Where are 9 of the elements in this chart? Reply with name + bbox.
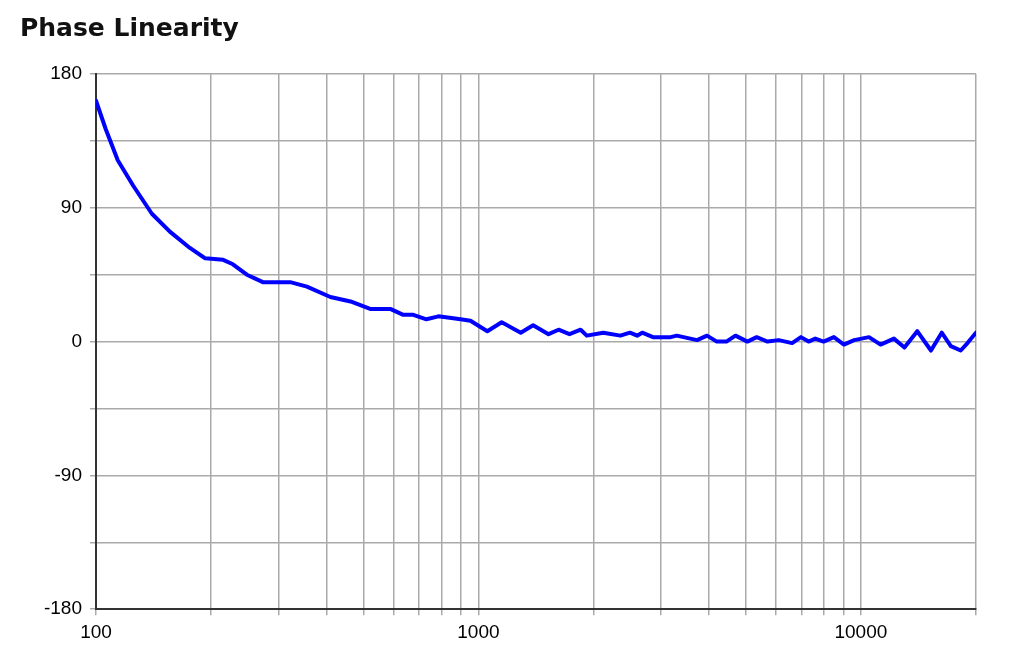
x-tick-label: 100 <box>80 620 112 642</box>
y-tick-label: 0 <box>71 329 82 351</box>
y-tick-label: -90 <box>54 463 82 485</box>
y-tick-label: -180 <box>43 597 82 619</box>
y-tick-label: 90 <box>60 196 82 218</box>
x-tick-label: 10000 <box>834 620 888 642</box>
x-tick-label: 1000 <box>457 620 500 642</box>
y-tick-label: 180 <box>50 62 82 84</box>
chart-title: Phase Linearity <box>20 12 239 42</box>
